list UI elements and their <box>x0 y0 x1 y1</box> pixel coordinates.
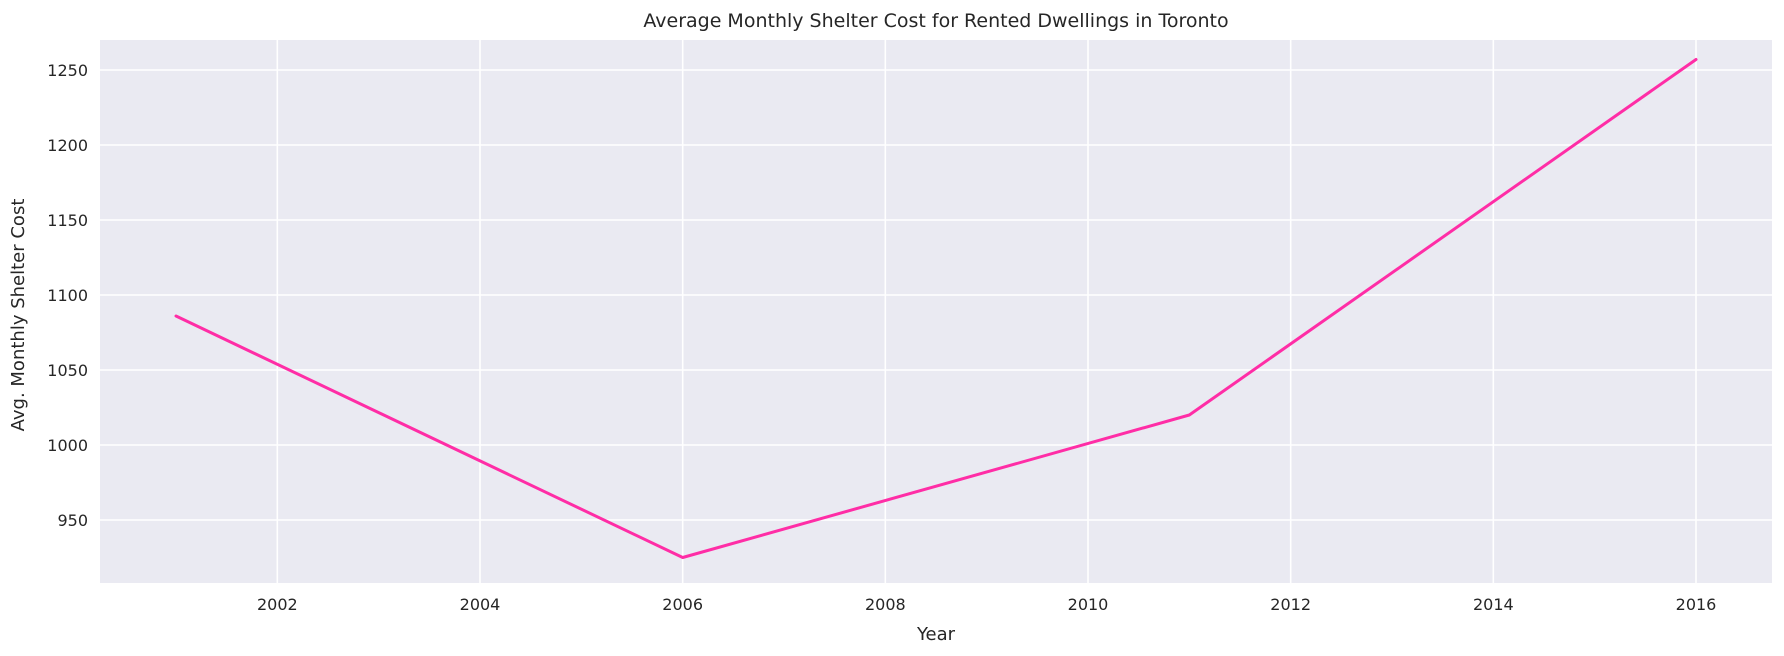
y-axis-label: Avg. Monthly Shelter Cost <box>8 199 29 432</box>
x-tick-label: 2010 <box>1068 595 1109 614</box>
x-tick-label: 2012 <box>1270 595 1311 614</box>
series-layer <box>174 58 1698 559</box>
x-tick-label: 2004 <box>460 595 501 614</box>
y-tick-label: 1050 <box>47 361 88 380</box>
series-line <box>174 58 1698 559</box>
chart-title: Average Monthly Shelter Cost for Rented … <box>643 10 1228 32</box>
x-tick-label: 2006 <box>662 595 703 614</box>
x-axis-ticks: 2002 2004 2006 2008 2010 2012 2014 2016 <box>257 595 1716 614</box>
y-tick-label: 1100 <box>47 286 88 305</box>
x-tick-label: 2014 <box>1473 595 1514 614</box>
grid <box>100 40 1772 583</box>
y-tick-label: 1250 <box>47 61 88 80</box>
y-tick-label: 1200 <box>47 136 88 155</box>
plot-area <box>100 40 1772 583</box>
y-tick-label: 1150 <box>47 211 88 230</box>
x-axis-label: Year <box>916 624 956 645</box>
x-tick-label: 2016 <box>1676 595 1717 614</box>
y-tick-label: 950 <box>57 511 88 530</box>
y-axis-ticks: 950 1000 1050 1100 1150 1200 1250 <box>47 61 88 530</box>
x-tick-label: 2002 <box>257 595 298 614</box>
y-tick-label: 1000 <box>47 436 88 455</box>
x-tick-label: 2008 <box>865 595 906 614</box>
